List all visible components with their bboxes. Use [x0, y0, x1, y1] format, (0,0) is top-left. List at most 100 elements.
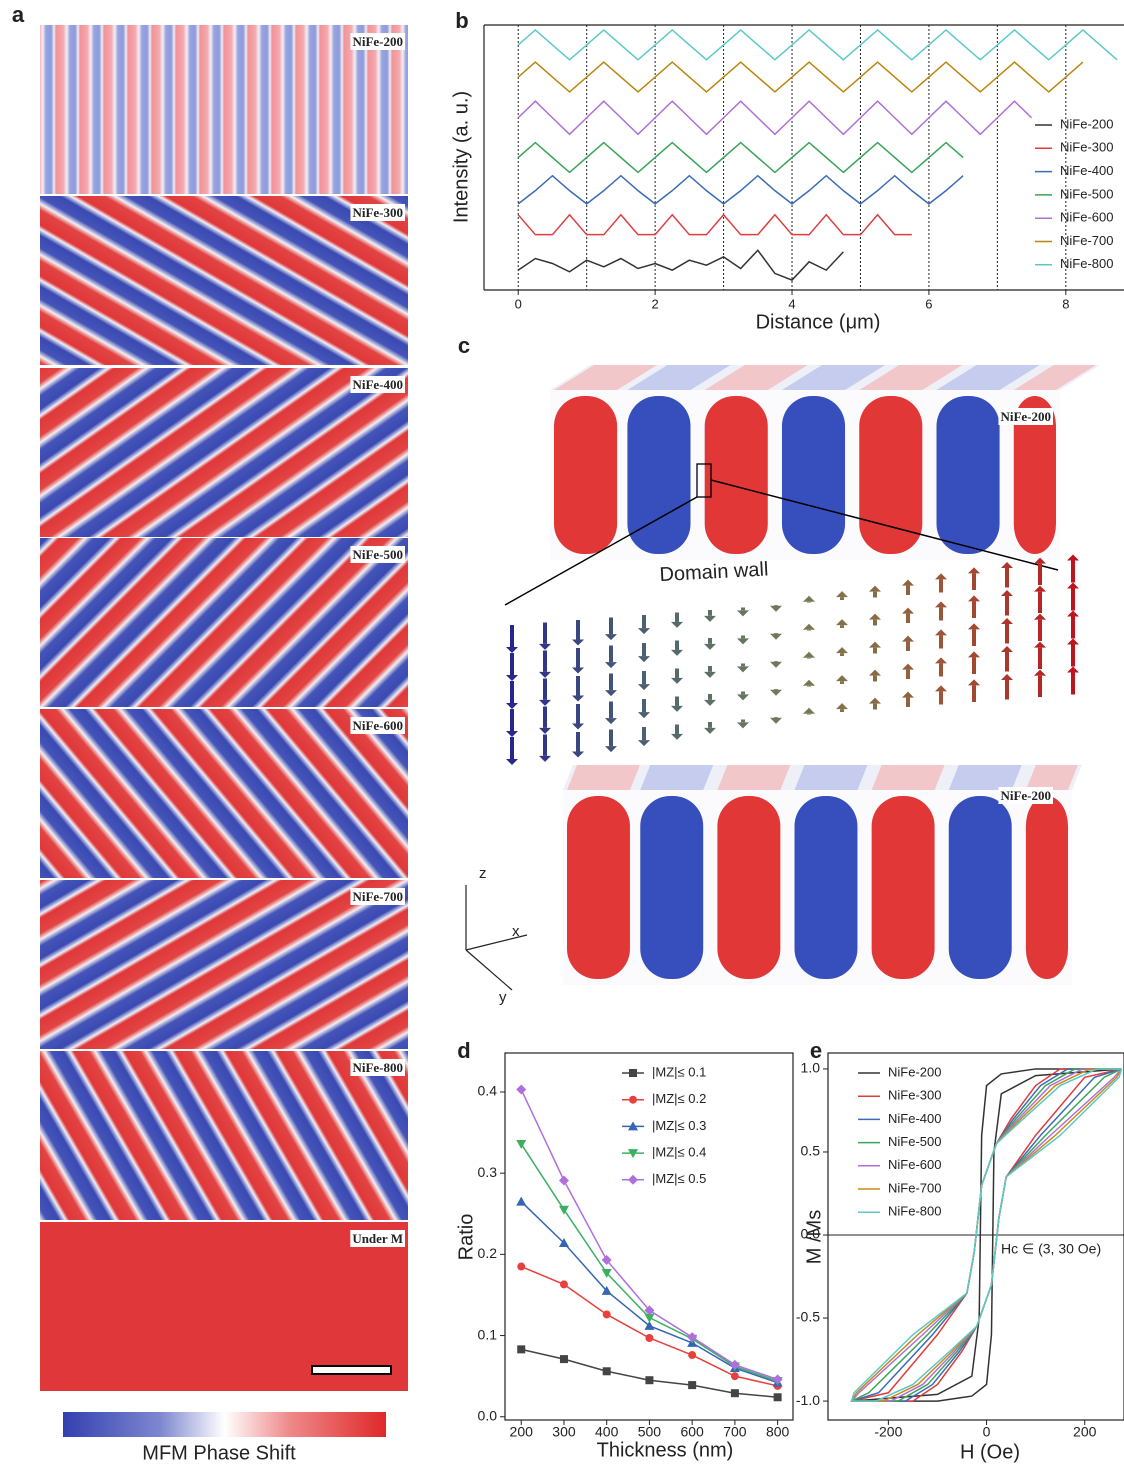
x-tick-label: 400	[595, 1424, 619, 1440]
spin-arrow-head	[704, 700, 716, 706]
y-axis-label: Intensity (a. u.)	[450, 91, 472, 223]
image-label: NiFe-300	[352, 205, 403, 220]
spin-arrow-head	[803, 596, 815, 602]
spin-arrow-head	[737, 666, 749, 672]
spin-arrow-head	[605, 662, 617, 668]
domain	[937, 396, 1000, 554]
marker	[773, 1374, 783, 1384]
marker	[560, 1355, 568, 1363]
domain	[554, 396, 617, 554]
spin-arrow-head	[968, 623, 980, 629]
annotation: Hc ∈ (3, 30 Oe)	[1001, 1241, 1101, 1257]
marker	[645, 1376, 653, 1384]
y-tick-label: 1.0	[801, 1060, 821, 1076]
marker	[645, 1334, 653, 1342]
mfm-image	[40, 1051, 408, 1220]
spin-arrow-head	[770, 718, 782, 724]
spin-arrow-head	[1067, 639, 1079, 645]
x-tick-label: 200	[510, 1424, 534, 1440]
axis-name: x	[512, 923, 520, 940]
y-tick-label: 0.4	[478, 1083, 498, 1099]
legend-label: |MZ|≤ 0.2	[652, 1091, 706, 1106]
spin-arrow-head	[803, 652, 815, 658]
spin-arrow-head	[506, 759, 518, 765]
spin-arrow-head	[935, 629, 947, 635]
colorbar-label: MFM Phase Shift	[142, 1442, 296, 1464]
spin-arrow-head	[638, 740, 650, 746]
x-tick-label: 8	[1062, 296, 1069, 311]
mfm-image	[40, 880, 408, 1049]
spin-arrow-head	[869, 586, 881, 592]
y-axis-label: Ratio	[455, 1214, 477, 1261]
spin-arrow-head	[836, 591, 848, 597]
spin-arrow-head	[968, 567, 980, 573]
domain-illustration: z x y Domain wall	[466, 365, 1100, 1006]
domain-top	[567, 765, 640, 790]
annotation: Domain wall	[659, 558, 769, 586]
legend-label: NiFe-800	[1060, 256, 1113, 271]
marker	[603, 1367, 611, 1375]
y-tick-label: 0.5	[801, 1143, 821, 1159]
marker	[559, 1175, 569, 1185]
domain	[640, 796, 703, 979]
legend-label: NiFe-400	[1060, 163, 1113, 178]
series-line	[518, 30, 1117, 60]
spin-arrow-head	[1034, 614, 1046, 620]
spin-arrow-head	[803, 708, 815, 714]
legend-label: NiFe-500	[888, 1134, 941, 1149]
spin-arrow-head	[737, 694, 749, 700]
domain-top	[795, 765, 868, 790]
y-axis-label: M /Ms	[803, 1210, 825, 1264]
spin-arrow-head	[671, 706, 683, 712]
image-label: NiFe-200	[352, 34, 403, 49]
spin-arrow-head	[902, 636, 914, 642]
spin-arrow-head	[902, 664, 914, 670]
legend-label: NiFe-200	[1060, 116, 1113, 131]
y-tick-label: 0.2	[478, 1245, 498, 1261]
spin-arrow-head	[869, 642, 881, 648]
panel-label: b	[455, 8, 468, 33]
spin-arrow-head	[1067, 583, 1079, 589]
spin-arrow-head	[803, 624, 815, 630]
marker	[603, 1310, 611, 1318]
spin-arrow-head	[506, 703, 518, 709]
x-axis-label: H (Oe)	[960, 1441, 1020, 1463]
marker	[560, 1280, 568, 1288]
domain	[1026, 796, 1068, 979]
legend-label: NiFe-800	[888, 1204, 941, 1219]
image-label: NiFe-400	[352, 377, 403, 392]
spin-arrow-head	[506, 647, 518, 653]
series-line	[521, 1202, 777, 1383]
spin-arrow-head	[1001, 618, 1013, 624]
spin-arrow-head	[1067, 611, 1079, 617]
spin-arrow-head	[1001, 562, 1013, 568]
marker	[559, 1206, 569, 1215]
y-tick-label: -0.5	[796, 1309, 820, 1325]
block-label: NiFe-200	[1000, 788, 1051, 803]
x-tick-label: 4	[788, 296, 795, 311]
spin-arrow-head	[539, 756, 551, 762]
spin-arrow-head	[572, 696, 584, 702]
domain-top	[872, 765, 945, 790]
scale-bar	[312, 1366, 391, 1374]
spin-arrow-head	[704, 644, 716, 650]
spin-arrow-head	[605, 746, 617, 752]
spin-arrow-head	[605, 634, 617, 640]
spin-arrow-head	[704, 616, 716, 622]
spin-arrow-head	[638, 656, 650, 662]
spin-arrow-head	[572, 724, 584, 730]
legend-label: NiFe-600	[888, 1157, 941, 1172]
marker	[688, 1351, 696, 1359]
panel-label: c	[458, 333, 470, 358]
x-tick-label: 700	[723, 1424, 747, 1440]
legend-label: NiFe-500	[1060, 186, 1113, 201]
domain-top	[717, 765, 790, 790]
spin-arrow-head	[902, 608, 914, 614]
marker	[731, 1389, 739, 1397]
spin-arrow-head	[704, 672, 716, 678]
mfm-image	[40, 25, 408, 194]
y-tick-label: 0.0	[478, 1407, 498, 1423]
spin-arrow-head	[935, 685, 947, 691]
spin-arrow-head	[1067, 667, 1079, 673]
x-axis-label: Distance (μm)	[756, 311, 881, 333]
